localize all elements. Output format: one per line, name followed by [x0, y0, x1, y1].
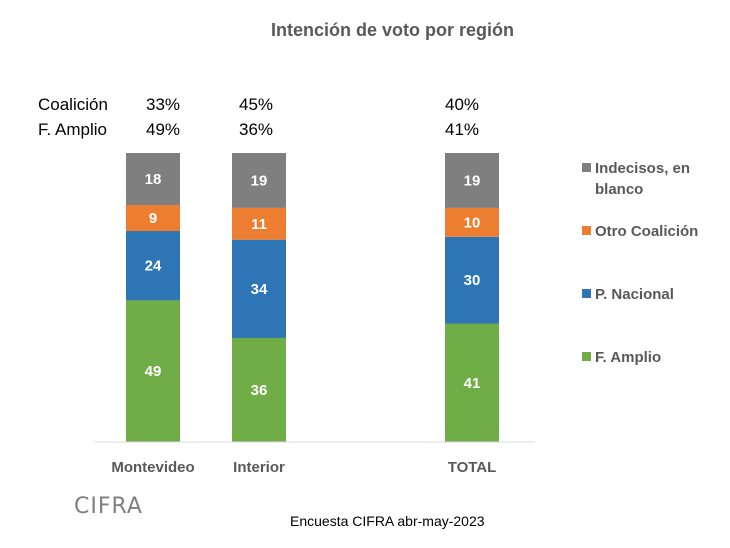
bar-segment-indecisos-en-blanco-total — [445, 153, 499, 208]
legend-label-otro-coalicion: Otro Coalición — [595, 223, 699, 240]
f-amplio-pct-montevideo: 49% — [146, 120, 181, 139]
bar-segment-p-nacional-montevideo — [126, 231, 180, 301]
legend-label-indecisos: Indecisos, en blanco — [595, 160, 691, 198]
data-label-f-amplio-montevideo: 49 — [145, 363, 162, 380]
data-label-indecisos-en-blanco-interior: 19 — [251, 172, 268, 189]
data-label-otro-coalici-n-total: 10 — [464, 214, 481, 231]
bar-segment-indecisos-en-blanco-interior — [232, 153, 286, 208]
legend-label-p-nacional: P. Nacional — [595, 286, 674, 303]
f-amplio-pct-total: 41% — [445, 120, 480, 139]
bar-segment-otro-coalici-n-total — [445, 207, 499, 237]
data-label-f-amplio-interior: 36 — [251, 382, 268, 399]
legend-item-p-nacional: P. Nacional — [582, 284, 720, 305]
bar-segment-p-nacional-interior — [232, 239, 286, 338]
bar-segment-f-amplio-montevideo — [126, 300, 180, 442]
chart-title: Intención de voto por región — [271, 20, 514, 40]
legend-label-f-amplio: F. Amplio — [595, 349, 662, 366]
category-label-total: TOTAL — [447, 459, 497, 476]
legend-swatch-indecisos — [582, 163, 591, 172]
legend-item-indecisos: Indecisos, en blanco — [582, 158, 720, 200]
data-label-p-nacional-total: 30 — [464, 272, 481, 289]
coalicion-pct-interior: 45% — [239, 95, 274, 114]
bar-segment-f-amplio-interior — [232, 337, 286, 442]
summary-row-label-coalicion: Coalición — [38, 95, 108, 114]
category-label-interior: Interior — [233, 459, 285, 476]
data-label-indecisos-en-blanco-total: 19 — [464, 172, 481, 189]
f-amplio-pct-interior: 36% — [239, 120, 274, 139]
bar-segment-indecisos-en-blanco-montevideo — [126, 153, 180, 206]
legend-swatch-otro-coalicion — [582, 226, 591, 235]
data-label-indecisos-en-blanco-montevideo: 18 — [145, 171, 162, 188]
bar-segment-otro-coalici-n-montevideo — [126, 205, 180, 232]
legend-swatch-p-nacional — [582, 289, 591, 298]
bar-segment-p-nacional-total — [445, 236, 499, 324]
bar-segment-f-amplio-total — [445, 323, 499, 442]
summary-row-label-f-amplio: F. Amplio — [38, 120, 107, 139]
source-note: Encuesta CIFRA abr-may-2023 — [290, 513, 485, 529]
data-label-otro-coalici-n-montevideo: 9 — [149, 210, 157, 227]
data-label-f-amplio-total: 41 — [464, 375, 481, 392]
category-label-montevideo: Montevideo — [111, 459, 195, 476]
coalicion-pct-total: 40% — [445, 95, 480, 114]
data-label-otro-coalici-n-interior: 11 — [251, 216, 267, 233]
data-label-p-nacional-montevideo: 24 — [145, 258, 162, 275]
coalicion-pct-montevideo: 33% — [146, 95, 181, 114]
legend-item-otro-coalicion: Otro Coalición — [582, 221, 720, 242]
bar-segment-otro-coalici-n-interior — [232, 207, 286, 240]
legend-swatch-f-amplio — [582, 352, 591, 361]
data-label-p-nacional-interior: 34 — [251, 281, 268, 298]
cifra-logo: CIFRA — [74, 494, 143, 519]
legend-item-f-amplio: F. Amplio — [582, 347, 720, 368]
